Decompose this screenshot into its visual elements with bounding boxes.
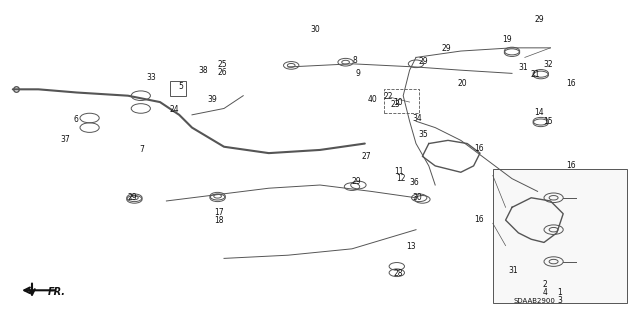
Text: 40: 40 [367,95,378,104]
Text: 17: 17 [214,208,224,217]
Text: 3: 3 [557,296,563,305]
Text: 8: 8 [353,56,358,65]
Text: 26: 26 [217,68,227,77]
Text: 10: 10 [393,98,403,107]
Text: FR.: FR. [48,287,66,297]
Text: 16: 16 [474,144,484,153]
Text: 12: 12 [397,174,406,182]
Text: 29: 29 [127,193,138,202]
Text: 14: 14 [534,108,544,117]
Text: 23: 23 [390,100,400,109]
Text: 1: 1 [557,288,563,297]
Text: 21: 21 [531,70,540,78]
Text: 39: 39 [207,95,218,104]
Text: 31: 31 [518,63,528,72]
Text: 15: 15 [543,117,554,126]
Text: 28: 28 [394,269,403,278]
Bar [170,81,186,96]
Text: 34: 34 [412,114,422,123]
Text: 7: 7 [140,145,145,154]
Text: SDAAB2900: SDAAB2900 [513,299,556,304]
Text: 16: 16 [566,161,576,170]
Text: 29: 29 [419,57,429,66]
Text: 4: 4 [542,288,547,297]
Text: 30: 30 [310,25,320,34]
Text: 5: 5 [179,82,184,91]
Text: 22: 22 [384,92,393,101]
Bar [493,169,627,303]
Text: 19: 19 [502,35,512,44]
Text: 16: 16 [566,79,576,88]
Text: 29: 29 [441,44,451,53]
Text: 33: 33 [147,73,157,82]
Text: 13: 13 [406,242,416,251]
Bar [384,89,419,113]
Text: 37: 37 [60,135,70,144]
Text: 20: 20 [457,79,467,88]
Text: 9: 9 [356,69,361,78]
Text: 24: 24 [169,105,179,114]
Text: 25: 25 [217,60,227,69]
Text: 31: 31 [508,266,518,275]
Text: 36: 36 [409,178,419,187]
Text: 2: 2 [542,280,547,289]
Text: 30: 30 [412,193,422,202]
Text: 32: 32 [543,60,554,69]
Text: 6: 6 [73,115,78,124]
Text: 18: 18 [214,216,223,225]
Text: 16: 16 [474,215,484,224]
Text: 27: 27 [361,152,371,161]
Text: 38: 38 [198,66,208,75]
Text: 29: 29 [351,177,362,186]
Text: 29: 29 [534,15,544,24]
Text: 11: 11 [394,167,403,176]
Text: 35: 35 [419,130,429,139]
